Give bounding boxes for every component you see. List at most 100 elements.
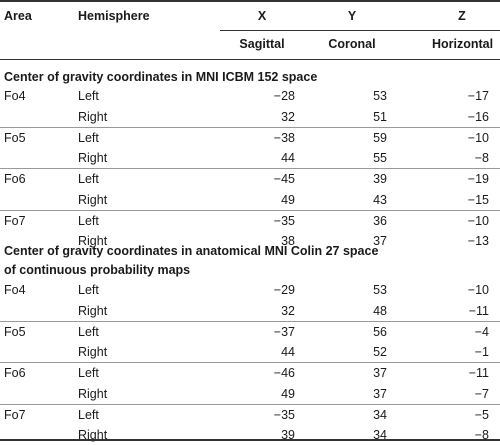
cell-x: −28 [273, 89, 295, 103]
group-separator [0, 403, 500, 405]
cell-y: 51 [373, 109, 387, 124]
section1-title: Center of gravity coordinates in MNI ICB… [4, 70, 318, 84]
cell-area: Fo5 [4, 130, 26, 145]
cell-x: 32 [281, 303, 295, 318]
table-row: Fo6 Left −45 39 −19 [0, 169, 500, 189]
cell-x: −35 [273, 213, 295, 228]
header-row: Area Hemisphere X Y Z [0, 6, 500, 26]
cell-z: −1 [474, 345, 489, 360]
group-separator [0, 168, 500, 169]
cell-y: 39 [373, 172, 387, 186]
cell-y: 53 [373, 89, 387, 103]
cell-hemi: Left [78, 130, 99, 145]
table-row: Right 44 55 −8 [0, 148, 500, 168]
cell-x: 44 [281, 345, 295, 360]
cell-x: 38 [281, 234, 295, 249]
cell-area: Fo7 [4, 407, 26, 422]
cell-x: 32 [281, 109, 295, 124]
cell-area: Fo6 [4, 172, 26, 186]
table-row: Fo4 Left −29 53 −10 [0, 280, 500, 300]
section2-title-line2: of continuous probability maps [4, 263, 191, 277]
table-row: Right 44 52 −1 [0, 342, 500, 362]
cell-area: Fo4 [4, 89, 26, 103]
cell-x: −35 [273, 407, 295, 422]
group-separator [0, 209, 500, 211]
cell-x: 44 [281, 151, 295, 166]
section2-title-line1: Center of gravity coordinates in anatomi… [4, 244, 379, 258]
cell-z: −8 [474, 428, 489, 443]
cell-z: −11 [468, 303, 489, 318]
cell-hemi: Left [78, 213, 99, 228]
cell-hemi: Right [78, 303, 108, 318]
table-row: Right 49 37 −7 [0, 384, 500, 404]
table-row: Right 38 37 −13 [0, 231, 500, 251]
cell-hemi: Left [78, 407, 99, 422]
cell-z: −4 [474, 324, 489, 339]
cell-y: 34 [373, 407, 387, 422]
top-rule [0, 0, 500, 2]
header-z: Z [458, 9, 466, 23]
header-hemisphere: Hemisphere [78, 9, 150, 23]
table-row: Right 32 48 −11 [0, 301, 500, 321]
cell-y: 56 [373, 324, 387, 339]
group-separator [0, 362, 500, 363]
header-x-sub: Sagittal [239, 37, 285, 51]
cell-hemi: Left [78, 324, 99, 339]
cell-x: 49 [281, 386, 295, 401]
header-area: Area [4, 9, 32, 23]
table-row: Fo4 Left −28 53 −17 [0, 86, 500, 106]
table-row: Fo5 Left −37 56 −4 [0, 322, 500, 342]
cell-y: 55 [373, 151, 387, 166]
cell-z: −5 [474, 407, 489, 422]
cell-z: −10 [467, 283, 489, 297]
cell-z: −10 [467, 213, 489, 228]
cell-hemi: Right [78, 192, 108, 207]
cell-area: Fo6 [4, 366, 26, 380]
cell-z: −17 [467, 89, 489, 103]
cell-y: 37 [373, 386, 387, 401]
table-row: Fo5 Left −38 59 −10 [0, 128, 500, 148]
table-row: Fo7 Left −35 36 −10 [0, 211, 500, 231]
header-subrow: Sagittal Coronal Horizontal [0, 34, 500, 54]
group-separator [0, 320, 500, 322]
table-row: Fo6 Left −46 37 −11 [0, 363, 500, 383]
header-z-sub: Horizontal [432, 37, 494, 51]
table-row: Right 32 51 −16 [0, 107, 500, 127]
cell-y: 36 [373, 213, 387, 228]
cell-hemi: Left [78, 283, 99, 297]
cell-area: Fo4 [4, 283, 26, 297]
header-y: Y [347, 9, 357, 23]
cell-area: Fo5 [4, 324, 26, 339]
cell-x: −45 [273, 172, 295, 186]
header-x: X [257, 9, 267, 23]
cell-z: −7 [474, 386, 489, 401]
cell-z: −15 [467, 192, 489, 207]
cell-z: −8 [474, 151, 489, 166]
cell-hemi: Right [78, 109, 108, 124]
cell-z: −16 [467, 109, 489, 124]
cell-y: 48 [373, 303, 387, 318]
cell-y: 37 [373, 234, 387, 249]
cell-y: 53 [373, 283, 387, 297]
cell-x: −29 [273, 283, 295, 297]
table-row: Fo7 Left −35 34 −5 [0, 405, 500, 425]
cell-y: 43 [373, 192, 387, 207]
cell-y: 59 [373, 130, 387, 145]
cell-hemi: Right [78, 234, 108, 249]
header-y-sub: Coronal [328, 37, 376, 51]
header-sub-rule [220, 30, 500, 31]
cell-hemi: Left [78, 366, 99, 380]
cell-area: Fo7 [4, 213, 26, 228]
cell-hemi: Right [78, 428, 108, 443]
group-separator [0, 126, 500, 128]
cell-hemi: Right [78, 345, 108, 360]
cell-y: 34 [373, 428, 387, 443]
table-row: Right 39 34 −8 [0, 425, 500, 445]
cell-y: 37 [373, 366, 387, 380]
cell-x: 49 [281, 192, 295, 207]
cell-z: −10 [467, 130, 489, 145]
cell-x: −46 [273, 366, 295, 380]
cell-hemi: Right [78, 386, 108, 401]
cell-x: −38 [273, 130, 295, 145]
cell-x: 39 [281, 428, 295, 443]
